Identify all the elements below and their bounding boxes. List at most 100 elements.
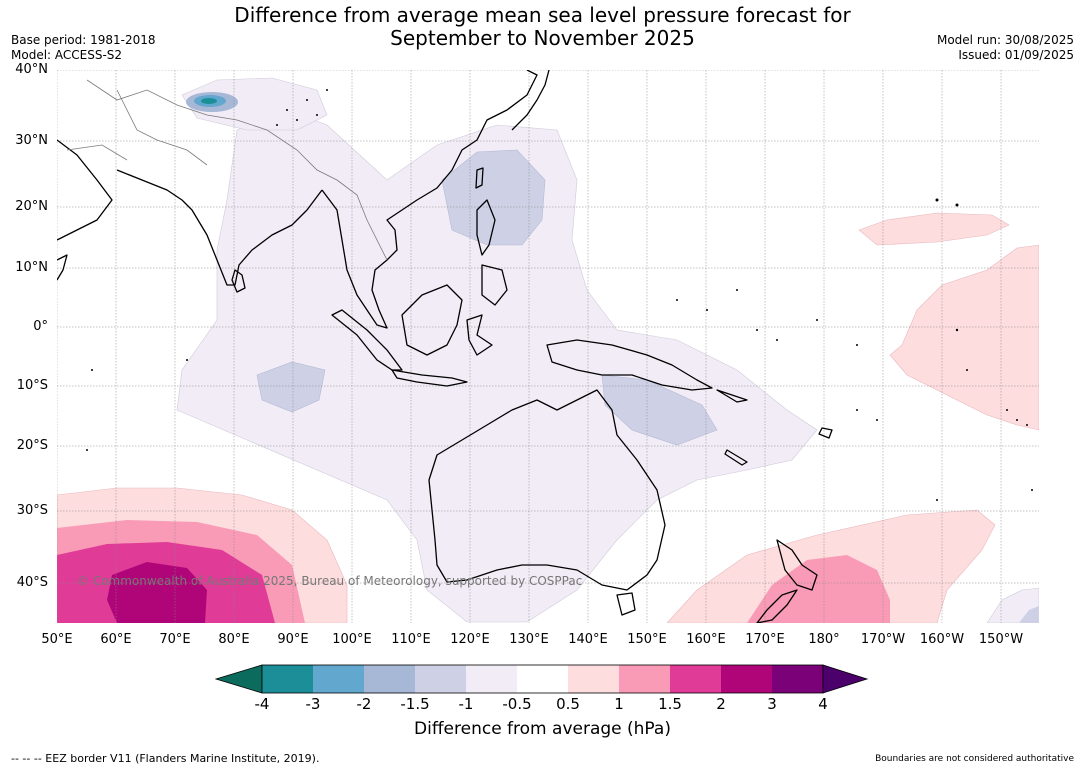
- lon-label-160e: 160°E: [686, 632, 726, 647]
- coastline-new-caledonia: [724, 449, 748, 466]
- colorbar-extend-max: [822, 664, 869, 694]
- colorbar: [215, 664, 869, 694]
- coastline-nz-north: [776, 539, 818, 591]
- colorbar-bin: [364, 665, 415, 693]
- lon-label-90e: 90°E: [277, 632, 309, 647]
- lon-label-170e: 170°E: [745, 632, 785, 647]
- colorbar-title: Difference from average (hPa): [414, 719, 671, 739]
- lon-label-100e: 100°E: [332, 632, 372, 647]
- colorbar-tick: -3: [305, 695, 321, 713]
- border-indochina: [336, 179, 388, 261]
- meta-right: Model run: 30/08/2025 Issued: 01/09/2025: [937, 33, 1074, 63]
- coastline-sumatra: [331, 309, 403, 371]
- border-central-asia: [116, 89, 208, 166]
- anomaly-region-nz-1: [747, 555, 890, 623]
- colorbar-bin: [415, 665, 466, 693]
- coastline-mindanao: [481, 264, 508, 306]
- lon-label-180: 180°: [808, 632, 840, 647]
- coastline-new-guinea: [546, 339, 713, 391]
- colorbar-bin: [568, 665, 619, 693]
- colorbar-tick: 1: [614, 695, 624, 713]
- anomaly-region-weak-negative: [176, 109, 818, 623]
- lat-label-0: 0°: [33, 319, 48, 334]
- coastline-se-asia: [321, 70, 538, 329]
- lat-label-40s: 40°S: [16, 575, 48, 590]
- colorbar-extend-min: [215, 664, 263, 694]
- coastline-sri-lanka: [231, 269, 246, 293]
- coastline-fiji: [818, 427, 833, 439]
- anomaly-region-indian-ocean: [256, 361, 326, 413]
- colorbar-bin: [721, 665, 772, 693]
- coastlines: [57, 70, 833, 623]
- model-run: Model run: 30/08/2025: [936, 33, 1074, 47]
- colorbar-bin: [619, 665, 670, 693]
- lat-label-10n: 10°N: [15, 260, 48, 275]
- colorbar-tick: -1: [458, 695, 474, 713]
- lat-label-30s: 30°S: [16, 503, 48, 518]
- colorbar-tick: 0.5: [556, 695, 580, 713]
- coastline-sulawesi: [466, 314, 493, 356]
- meta-left: Base period: 1981-2018 Model: ACCESS-S2: [11, 33, 156, 63]
- issued-date: Issued: 01/09/2025: [958, 48, 1074, 62]
- colorbar-bin: [262, 665, 313, 693]
- lon-label-70e: 70°E: [159, 632, 191, 647]
- coastline-taiwan: [475, 167, 484, 189]
- colorbar-tick: 2: [716, 695, 726, 713]
- lon-label-150w: 150°W: [978, 632, 1024, 647]
- anomaly-region-philippine-sea: [441, 149, 546, 246]
- border-south-asia: [86, 79, 338, 181]
- anomaly-region-se-corner-inner: [1019, 606, 1039, 623]
- colorbar-bin: [517, 665, 568, 693]
- colorbar-bins: [215, 664, 869, 694]
- colorbar-tick: -1.5: [400, 695, 430, 713]
- anomaly-region-coral-sea: [601, 374, 718, 446]
- coastline-japan: [511, 70, 550, 131]
- coastline-borneo: [401, 284, 463, 356]
- colorbar-bin: [772, 665, 823, 693]
- colorbar-bin: [466, 665, 517, 693]
- lon-label-130e: 130°E: [509, 632, 549, 647]
- coastline-horn-of-africa: [57, 254, 68, 281]
- lon-label-150e: 150°E: [627, 632, 667, 647]
- graticule: [57, 70, 1039, 623]
- lat-label-30n: 30°N: [15, 133, 48, 148]
- pacific-islands: [86, 89, 1033, 501]
- coastline-luzon: [476, 199, 496, 256]
- eez-border-note: -- -- -- EEZ border V11 (Flanders Marine…: [11, 752, 320, 765]
- map-title-line1: Difference from average mean sea level p…: [234, 3, 851, 27]
- anomaly-region-pacific-east: [889, 244, 1039, 431]
- anomaly-region-pacific-north: [858, 212, 1010, 246]
- copyright-notice: © Commonwealth of Australia 2025, Bureau…: [77, 574, 583, 588]
- coastline-india: [116, 169, 323, 286]
- border-china: [66, 144, 128, 161]
- lat-label-10s: 10°S: [16, 378, 48, 393]
- coastline-solomons: [716, 389, 748, 403]
- coastline-arabia: [57, 139, 113, 241]
- lon-label-80e: 80°E: [218, 632, 250, 647]
- coastline-tasmania: [616, 592, 636, 616]
- coastline-australia: [428, 389, 666, 591]
- model-name: Model: ACCESS-S2: [11, 48, 123, 62]
- anomaly-region-sw-2: [107, 562, 207, 623]
- colorbar-bin: [313, 665, 364, 693]
- lon-label-170w: 170°W: [860, 632, 906, 647]
- anomaly-region-himalaya-core: [201, 98, 217, 104]
- lon-label-160w: 160°W: [919, 632, 965, 647]
- colorbar-tick: 3: [767, 695, 777, 713]
- lon-label-50e: 50°E: [41, 632, 73, 647]
- map-title: Difference from average mean sea level p…: [0, 4, 1085, 50]
- anomaly-shading: [57, 77, 1039, 623]
- forecast-map: [57, 70, 1039, 623]
- colorbar-tick: -2: [356, 695, 372, 713]
- colorbar-tick: 1.5: [658, 695, 682, 713]
- country-borders: [66, 79, 388, 261]
- lon-label-140e: 140°E: [568, 632, 608, 647]
- lat-label-20n: 20°N: [15, 199, 48, 214]
- coastline-nz-south: [756, 589, 798, 623]
- colorbar-bin: [670, 665, 721, 693]
- colorbar-tick: -0.5: [502, 695, 532, 713]
- map-title-line2: September to November 2025: [390, 26, 695, 50]
- lon-label-120e: 120°E: [450, 632, 490, 647]
- coastline-java: [391, 369, 468, 387]
- lat-label-20s: 20°S: [16, 438, 48, 453]
